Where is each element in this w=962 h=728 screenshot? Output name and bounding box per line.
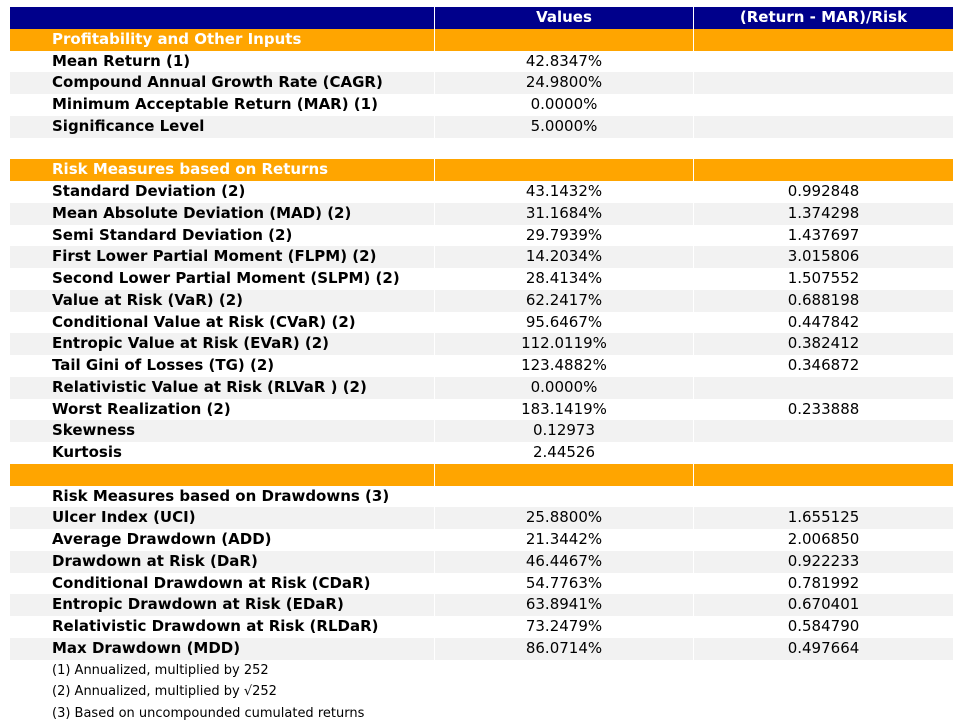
row-ratio: 0.670401 xyxy=(694,594,953,616)
header-cell: Values xyxy=(435,7,693,29)
row-ratio: 0.781992 xyxy=(787,573,860,592)
row-value: 0.0000% xyxy=(530,95,598,113)
row-label: Second Lower Partial Moment (SLPM) (2) xyxy=(52,269,400,287)
row-label: First Lower Partial Moment (FLPM) (2) xyxy=(10,246,434,268)
section-title: Risk Measures based on Returns xyxy=(10,159,434,181)
header-cell: (Return - MAR)/Risk xyxy=(694,7,953,29)
row-label: Compound Annual Growth Rate (CAGR) xyxy=(10,72,434,94)
row-label: Mean Absolute Deviation (MAD) (2) xyxy=(10,202,434,225)
row-ratio xyxy=(694,51,953,73)
row-value: 73.2479% xyxy=(525,617,603,635)
section-title: Risk Measures based on Drawdowns (3) xyxy=(52,486,390,505)
row-value: 46.4467% xyxy=(435,550,693,573)
row-ratio: 0.992848 xyxy=(787,182,860,200)
row-label: Average Drawdown (ADD) xyxy=(52,530,272,548)
footnote: (2) Annualized, multiplied by √252 xyxy=(52,684,277,700)
row-ratio xyxy=(694,442,953,464)
row-value: 0.0000% xyxy=(435,376,693,399)
row-ratio: 0.382412 xyxy=(694,333,953,355)
row-ratio xyxy=(694,376,953,399)
row-value: 31.1684% xyxy=(435,202,693,225)
row-value: 29.7939% xyxy=(525,225,603,244)
row-label: Mean Return (1) xyxy=(52,51,191,70)
footnote: (3) Based on uncompounded cumulated retu… xyxy=(52,706,365,721)
row-value: 62.2417% xyxy=(435,289,693,312)
footnote: (1) Annualized, multiplied by 252 xyxy=(52,662,269,678)
row-ratio: 0.497664 xyxy=(694,637,953,660)
row-ratio xyxy=(694,115,953,138)
row-ratio xyxy=(694,420,953,442)
row-value: 86.0714% xyxy=(435,637,693,660)
section-title: Profitability and Other Inputs xyxy=(10,28,434,51)
row-label: Drawdown at Risk (DaR) xyxy=(10,550,434,573)
row-value: 123.4882% xyxy=(521,356,607,374)
row-ratio: 0.233888 xyxy=(787,399,860,418)
row-ratio xyxy=(694,72,953,94)
row-value: 112.0119% xyxy=(435,333,693,355)
row-value: 183.1419% xyxy=(521,399,607,418)
row-label: Max Drawdown (MDD) xyxy=(10,637,434,660)
row-value: 21.3442% xyxy=(525,530,603,548)
row-value: 2.44526 xyxy=(532,443,596,461)
row-label: Conditional Drawdown at Risk (CDaR) xyxy=(52,573,371,592)
row-ratio: 0.584790 xyxy=(787,617,860,635)
row-label: Significance Level xyxy=(10,115,434,138)
section-cell xyxy=(435,28,693,51)
row-label: Worst Realization (2) xyxy=(52,399,231,418)
row-value: 43.1432% xyxy=(525,182,603,200)
row-value: 24.9800% xyxy=(435,72,693,94)
row-ratio: 1.374298 xyxy=(694,202,953,225)
row-label: Minimum Acceptable Return (MAR) (1) xyxy=(52,95,378,113)
section-separator xyxy=(435,463,693,486)
row-label: Ulcer Index (UCI) xyxy=(10,507,434,529)
row-value: 42.8347% xyxy=(525,51,603,70)
row-label: Tail Gini of Losses (TG) (2) xyxy=(52,356,275,374)
section-separator xyxy=(10,463,434,486)
row-value: 63.8941% xyxy=(435,594,693,616)
row-label: Entropic Value at Risk (EVaR) (2) xyxy=(10,333,434,355)
row-ratio: 0.922233 xyxy=(694,550,953,573)
row-ratio: 0.447842 xyxy=(787,312,860,331)
row-label: Relativistic Drawdown at Risk (RLDaR) xyxy=(52,617,379,635)
row-label: Standard Deviation (2) xyxy=(52,182,246,200)
row-label: Entropic Drawdown at Risk (EDaR) xyxy=(10,594,434,616)
section-cell xyxy=(694,159,953,181)
row-label: Kurtosis xyxy=(52,443,122,461)
row-ratio: 1.507552 xyxy=(787,269,860,287)
section-cell xyxy=(694,28,953,51)
row-value: 95.6467% xyxy=(525,312,603,331)
row-label: Skewness xyxy=(10,420,434,442)
row-value: 5.0000% xyxy=(435,115,693,138)
row-value: 28.4134% xyxy=(525,269,603,287)
row-label: Relativistic Value at Risk (RLVaR ) (2) xyxy=(10,376,434,399)
blank-row xyxy=(10,138,953,160)
row-label: Conditional Value at Risk (CVaR) (2) xyxy=(52,312,356,331)
row-ratio: 3.015806 xyxy=(694,246,953,268)
row-ratio: 2.006850 xyxy=(787,530,860,548)
header-cell xyxy=(10,7,434,29)
row-ratio: 1.437697 xyxy=(787,225,860,244)
row-label: Semi Standard Deviation (2) xyxy=(52,225,293,244)
row-ratio: 1.655125 xyxy=(694,507,953,529)
row-ratio: 0.688198 xyxy=(694,289,953,312)
row-ratio: 0.346872 xyxy=(787,356,860,374)
row-value: 0.12973 xyxy=(435,420,693,442)
row-ratio xyxy=(694,94,953,116)
section-cell xyxy=(435,159,693,181)
row-value: 25.8800% xyxy=(435,507,693,529)
row-label: Value at Risk (VaR) (2) xyxy=(10,289,434,312)
row-value: 14.2034% xyxy=(435,246,693,268)
section-separator xyxy=(694,463,953,486)
row-value: 54.7763% xyxy=(525,573,603,592)
